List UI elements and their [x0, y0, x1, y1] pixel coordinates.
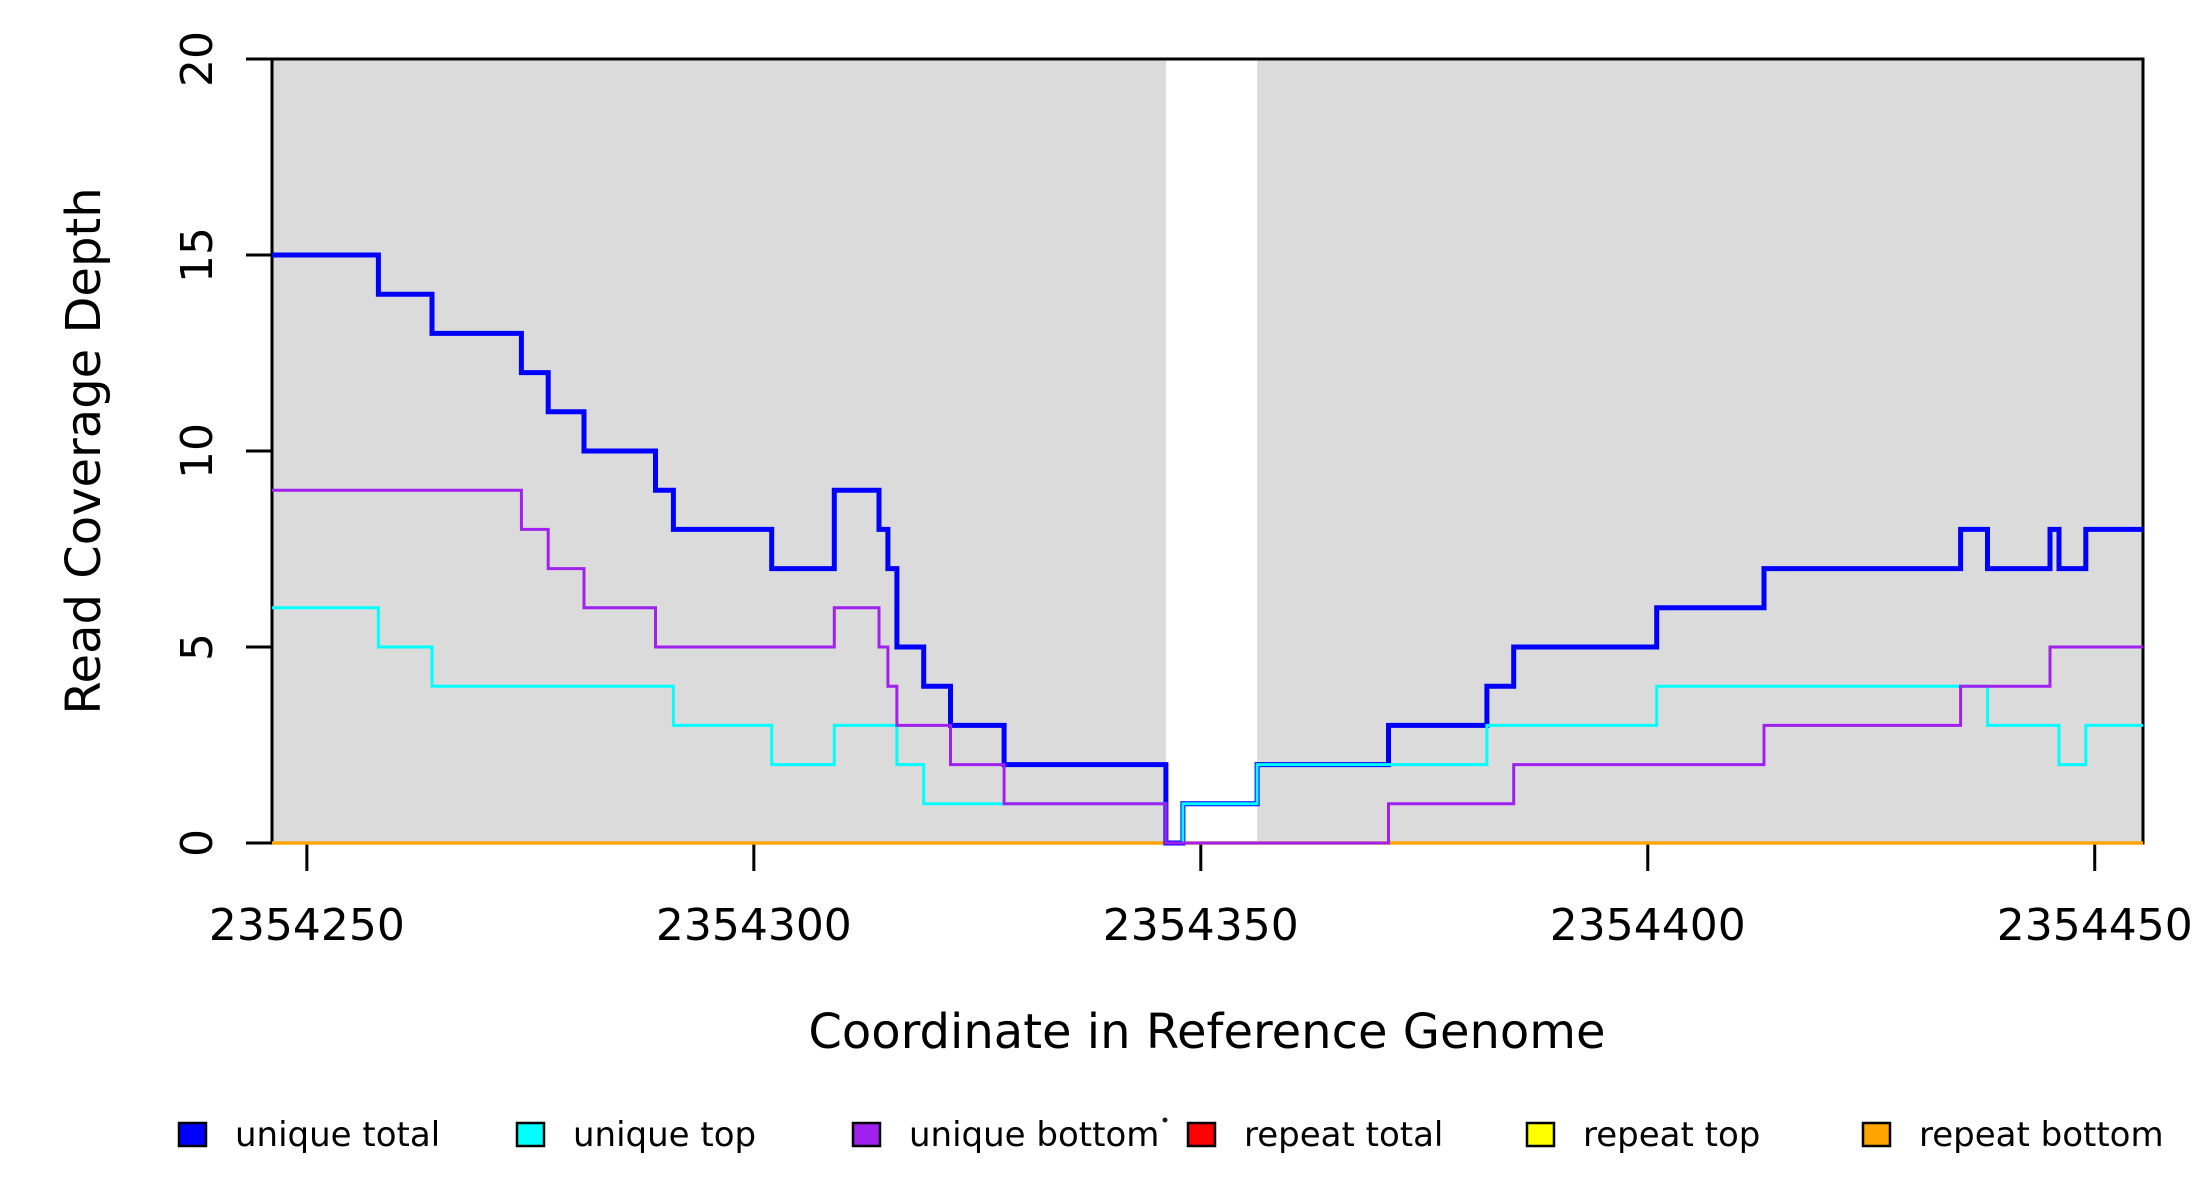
- legend-item-unique-total: unique total: [177, 1115, 440, 1155]
- legend-label: repeat total: [1244, 1115, 1443, 1155]
- legend-swatch: [851, 1121, 882, 1148]
- shaded-band: [1257, 59, 2143, 843]
- y-axis-title: Read Coverage Depth: [56, 187, 112, 714]
- y-tick-label: 10: [172, 423, 223, 479]
- legend-label: repeat top: [1583, 1115, 1760, 1155]
- legend-item-repeat-top: repeat top: [1525, 1115, 1760, 1155]
- legend-label: unique bottom: [909, 1115, 1159, 1155]
- legend-label: unique top: [573, 1115, 756, 1155]
- y-tick-label: 0: [172, 829, 223, 857]
- legend-item-unique-bottom: unique bottom: [851, 1115, 1159, 1155]
- x-tick-label: 2354250: [209, 900, 405, 951]
- series-unique-bottom: [272, 488, 2143, 845]
- shaded-regions: [272, 59, 2143, 843]
- legend-swatch: [1525, 1121, 1556, 1148]
- series-lines: [272, 252, 2143, 846]
- legend-item-repeat-bottom: repeat bottom: [1861, 1115, 2164, 1155]
- y-tick-label: 20: [172, 31, 223, 87]
- x-tick-label: 2354400: [1550, 900, 1746, 951]
- y-axis-ticks: 0 5 10 15 20: [172, 31, 272, 857]
- x-tick-label: 2354450: [1997, 900, 2193, 951]
- y-tick-label: 15: [172, 227, 223, 283]
- x-axis-title: Coordinate in Reference Genome: [808, 1004, 1605, 1060]
- x-tick-label: 2354350: [1103, 900, 1299, 951]
- legend: unique total unique top unique bottom repea…: [177, 1115, 2164, 1155]
- legend-swatch: [1861, 1121, 1892, 1148]
- shaded-band: [272, 59, 1166, 843]
- legend-label: unique total: [235, 1115, 440, 1155]
- series-unique-total: [272, 252, 2143, 846]
- x-tick-label: 2354300: [656, 900, 852, 951]
- legend-item-repeat-total: repeat total: [1186, 1115, 1443, 1155]
- x-axis-ticks: 2354250 2354300 2354350 2354400 2354450: [209, 843, 2193, 951]
- stray-dot: [1162, 1117, 1168, 1123]
- legend-swatch: [177, 1121, 208, 1148]
- y-tick-label: 5: [172, 633, 223, 661]
- legend-item-unique-top: unique top: [515, 1115, 756, 1155]
- legend-swatch: [1186, 1121, 1217, 1148]
- legend-label: repeat bottom: [1919, 1115, 2164, 1155]
- legend-swatch: [515, 1121, 546, 1148]
